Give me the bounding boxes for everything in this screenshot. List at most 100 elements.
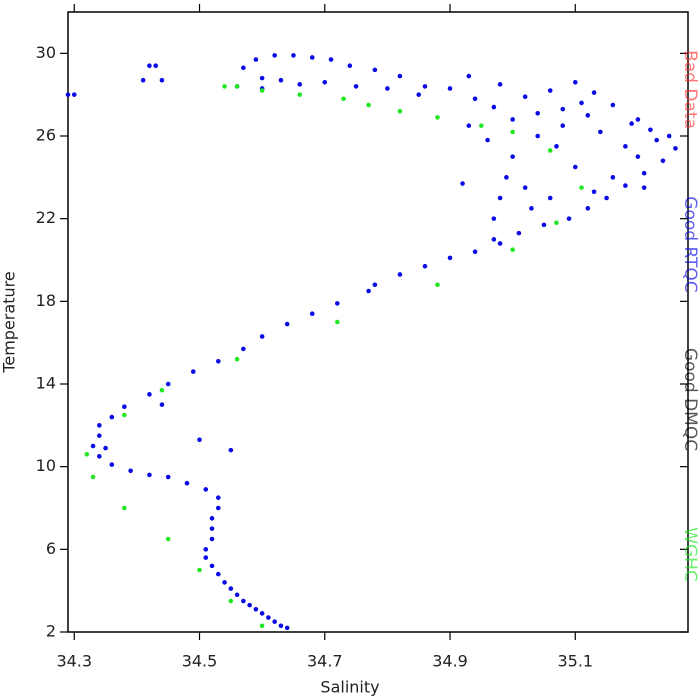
point <box>328 57 334 62</box>
point <box>623 183 628 188</box>
point <box>372 282 378 288</box>
point <box>491 237 497 242</box>
point <box>222 84 227 89</box>
point <box>497 241 503 246</box>
point <box>479 123 484 128</box>
point <box>654 137 659 143</box>
point <box>629 121 634 126</box>
point <box>510 129 515 135</box>
point <box>598 129 603 135</box>
point <box>435 115 440 120</box>
point <box>372 67 378 73</box>
point <box>660 158 666 164</box>
point <box>272 53 277 58</box>
point <box>65 92 71 97</box>
point <box>341 96 346 102</box>
point <box>122 412 127 418</box>
point <box>297 82 303 87</box>
point <box>641 185 647 190</box>
y-tick-label: 30 <box>36 43 56 62</box>
point <box>253 606 259 612</box>
point <box>422 84 428 89</box>
legend-label: WGHC <box>680 527 700 582</box>
point <box>541 222 547 228</box>
point <box>147 63 152 69</box>
point <box>216 505 221 511</box>
y-tick-label: 6 <box>46 539 56 558</box>
point <box>128 468 133 474</box>
point <box>253 57 259 62</box>
x-axis-label: Salinity <box>320 678 379 697</box>
point <box>284 625 290 631</box>
point <box>197 437 202 443</box>
point <box>623 144 628 149</box>
point <box>591 189 597 195</box>
point <box>535 133 540 139</box>
point <box>241 346 246 352</box>
point <box>209 536 215 542</box>
point <box>266 615 271 620</box>
point <box>97 454 102 459</box>
point <box>560 123 566 128</box>
point <box>259 88 265 93</box>
point <box>547 148 553 153</box>
point <box>241 65 246 71</box>
legend-label: Good RTQC <box>680 196 700 292</box>
x-tick-label: 34.5 <box>182 652 218 671</box>
point <box>222 580 227 585</box>
point <box>209 516 215 521</box>
point <box>641 170 647 176</box>
point <box>497 82 503 87</box>
point <box>228 586 234 591</box>
point <box>334 319 340 325</box>
point <box>272 619 277 624</box>
point <box>97 423 102 428</box>
point <box>566 216 572 221</box>
point <box>278 623 284 629</box>
point <box>309 311 315 317</box>
point <box>535 110 540 116</box>
point <box>259 623 265 629</box>
point <box>510 117 515 122</box>
point <box>203 487 209 492</box>
point <box>591 90 597 95</box>
point <box>585 113 591 118</box>
point <box>447 86 453 91</box>
point <box>397 272 403 277</box>
x-tick-label: 34.7 <box>307 652 343 671</box>
point <box>447 255 453 261</box>
point <box>147 472 152 478</box>
point <box>216 571 221 577</box>
point <box>216 358 221 364</box>
point <box>259 611 265 616</box>
point <box>259 75 265 81</box>
point <box>635 154 641 159</box>
point <box>90 443 96 449</box>
y-tick-label: 18 <box>36 291 56 310</box>
point <box>309 55 315 60</box>
point <box>610 102 616 108</box>
point <box>648 127 653 133</box>
point <box>203 555 209 560</box>
point <box>460 181 465 186</box>
point <box>234 592 240 598</box>
point <box>504 175 509 180</box>
point <box>165 381 171 387</box>
point <box>228 598 234 604</box>
point <box>366 102 371 108</box>
point <box>103 445 108 451</box>
point <box>247 602 252 608</box>
point <box>278 77 284 83</box>
point <box>347 63 353 69</box>
point <box>234 84 240 89</box>
point <box>610 175 616 180</box>
point <box>165 536 171 542</box>
point <box>522 94 528 100</box>
point <box>579 185 584 190</box>
point <box>97 433 102 438</box>
y-tick-label: 26 <box>36 126 56 145</box>
point <box>159 387 165 393</box>
point <box>466 73 472 79</box>
